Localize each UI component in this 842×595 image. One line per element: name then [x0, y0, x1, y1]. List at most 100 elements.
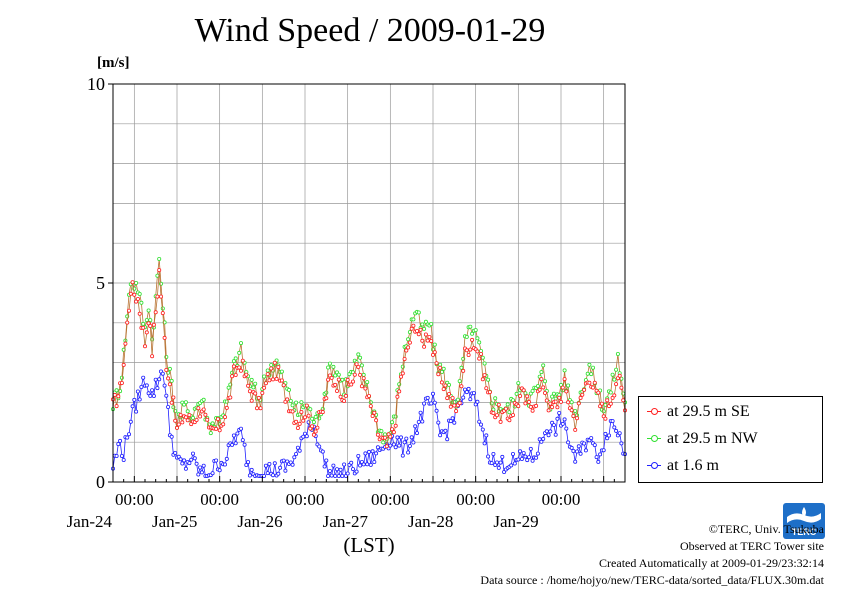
data-point	[423, 319, 428, 324]
data-point	[486, 377, 491, 382]
data-point	[151, 322, 156, 327]
data-point	[150, 354, 155, 359]
data-point	[473, 328, 478, 333]
data-point	[505, 402, 510, 407]
data-point	[494, 413, 499, 418]
data-point	[400, 453, 405, 458]
data-point	[423, 332, 428, 337]
data-point	[418, 327, 423, 332]
data-point	[503, 406, 508, 411]
data-point	[541, 385, 546, 390]
data-point	[294, 419, 299, 424]
legend-marker-1-6m	[647, 459, 661, 473]
data-point	[231, 364, 236, 369]
data-point	[468, 397, 473, 402]
data-point	[610, 419, 615, 424]
data-point	[329, 375, 334, 380]
data-point	[516, 381, 521, 386]
data-point	[128, 419, 133, 424]
data-point	[422, 326, 427, 331]
data-point	[539, 377, 544, 382]
data-point	[299, 400, 304, 405]
data-point	[368, 462, 373, 467]
data-point	[260, 390, 265, 395]
data-point	[238, 341, 243, 346]
data-point	[146, 308, 151, 313]
data-point	[607, 433, 612, 438]
data-point	[509, 463, 514, 468]
data-point	[475, 399, 480, 404]
data-point	[311, 432, 316, 437]
data-point	[457, 401, 462, 406]
data-point	[281, 458, 286, 463]
data-point	[272, 461, 277, 466]
x-axis-label: (LST)	[343, 533, 394, 557]
data-point	[409, 435, 414, 440]
data-point	[548, 429, 553, 434]
data-point	[518, 449, 523, 454]
data-point	[144, 383, 149, 388]
data-point	[478, 422, 483, 427]
data-point	[251, 385, 256, 390]
data-point	[116, 442, 121, 447]
data-point	[142, 344, 147, 349]
data-point	[617, 373, 622, 378]
data-point	[382, 432, 387, 437]
data-point	[510, 451, 515, 456]
data-point	[237, 350, 242, 355]
terc-logo: TERC	[783, 503, 825, 539]
data-point	[301, 418, 306, 423]
data-point	[557, 410, 562, 415]
data-point	[240, 438, 245, 443]
data-point	[167, 366, 172, 371]
x-tick-time-label: 00:00	[456, 490, 495, 509]
data-point	[244, 462, 249, 467]
data-point	[398, 374, 403, 379]
data-point	[338, 467, 343, 472]
data-point	[164, 367, 169, 372]
data-point	[521, 388, 526, 393]
data-point	[205, 417, 210, 422]
data-point	[470, 337, 475, 342]
data-point	[285, 397, 290, 402]
data-point	[315, 425, 320, 430]
data-point	[475, 349, 480, 354]
data-point	[265, 368, 270, 373]
data-point	[306, 413, 311, 418]
data-point	[141, 375, 146, 380]
data-point	[356, 364, 361, 369]
data-point	[180, 461, 185, 466]
data-point	[589, 372, 594, 377]
data-point	[310, 416, 315, 421]
data-point	[621, 398, 626, 403]
x-tick-date-label: Jan-27	[323, 512, 369, 531]
data-point	[491, 410, 496, 415]
data-point	[297, 421, 302, 426]
data-point	[541, 436, 546, 441]
data-point	[121, 362, 126, 367]
data-point	[575, 416, 580, 421]
data-point	[527, 399, 532, 404]
data-point	[464, 390, 469, 395]
data-point	[569, 408, 574, 413]
data-point	[446, 391, 451, 396]
data-point	[599, 401, 604, 406]
data-point	[276, 365, 281, 370]
data-point	[331, 364, 336, 369]
data-point	[486, 454, 491, 459]
data-point	[592, 380, 597, 385]
data-point	[468, 347, 473, 352]
data-point	[118, 438, 123, 443]
data-point	[214, 458, 219, 463]
data-point	[411, 440, 416, 445]
data-point	[443, 428, 448, 433]
data-point	[217, 428, 222, 433]
data-point	[605, 398, 610, 403]
data-point	[160, 371, 165, 376]
data-point	[224, 456, 229, 461]
data-point	[496, 402, 501, 407]
data-point	[480, 377, 485, 382]
data-point	[500, 454, 505, 459]
data-point	[455, 397, 460, 402]
data-point	[372, 459, 377, 464]
